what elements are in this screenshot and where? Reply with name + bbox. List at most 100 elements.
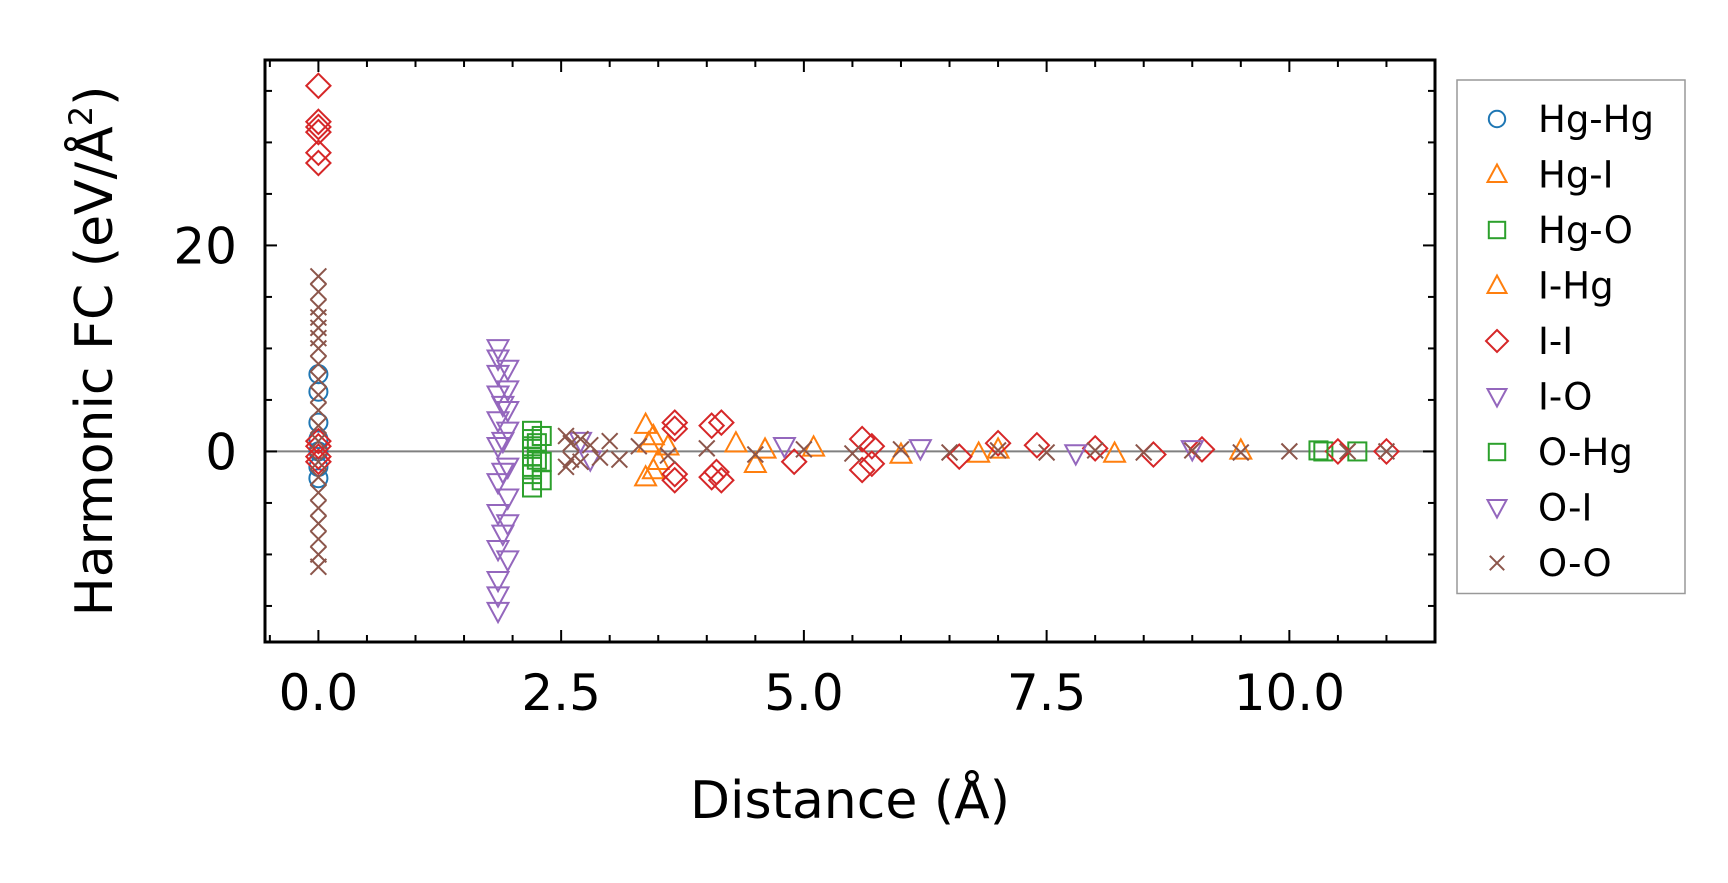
legend-marker-i-i — [1484, 328, 1510, 354]
point-o-o-43 — [1183, 441, 1201, 460]
point-o-o-30 — [610, 451, 629, 469]
legend-label-i-i: I-I — [1538, 320, 1573, 363]
point-o-o-46 — [1338, 442, 1357, 461]
point-i-i-11 — [661, 415, 689, 443]
point-i-i-12 — [661, 460, 689, 488]
point-o-o-9 — [309, 386, 328, 404]
point-i-o-24 — [1063, 444, 1088, 467]
point-i-hg-3 — [966, 440, 991, 463]
point-o-o-29 — [601, 432, 619, 450]
point-o-o-35 — [795, 440, 813, 459]
point-i-o-13 — [495, 380, 520, 403]
point-i-i-31 — [1372, 437, 1400, 465]
point-hg-i-8 — [888, 441, 914, 464]
point-i-i-10 — [661, 409, 689, 437]
legend-box — [1456, 79, 1686, 595]
point-o-i-1 — [490, 462, 516, 486]
series-i-o — [485, 339, 1205, 625]
point-i-i-5 — [304, 149, 332, 177]
point-i-o-2 — [485, 364, 511, 388]
point-o-o-13 — [309, 453, 328, 471]
point-o-o-23 — [562, 434, 580, 452]
point-o-o-36 — [843, 444, 862, 463]
point-hg-o-9 — [531, 470, 552, 491]
point-hg-i-9 — [985, 436, 1011, 459]
x-axis-label: Distance (Å) — [690, 769, 1010, 831]
point-o-o-15 — [309, 484, 328, 502]
point-i-o-23 — [908, 439, 933, 462]
point-i-o-19 — [495, 550, 520, 573]
point-i-i-21 — [858, 450, 886, 478]
point-o-o-8 — [309, 370, 328, 388]
point-o-i-0 — [490, 431, 516, 455]
point-o-hg-2 — [1308, 440, 1329, 461]
legend-marker-o-hg — [1487, 442, 1507, 462]
point-o-o-31 — [630, 437, 648, 455]
point-hg-o-10 — [1313, 441, 1334, 462]
point-o-o-40 — [1037, 443, 1056, 462]
point-o-hg-0 — [526, 433, 547, 454]
y-tick-label: 0 — [205, 423, 237, 481]
series-o-i — [490, 395, 516, 547]
plot-frame — [263, 58, 1437, 644]
legend: Hg-Hg Hg-I Hg-O I-Hg I-I I-O O-Hg O-I O-O — [1456, 79, 1686, 595]
point-i-i-26 — [1023, 431, 1051, 459]
point-o-o-22 — [557, 458, 575, 476]
y-axis-label: Harmonic FC (eV/Å2) — [62, 86, 125, 617]
point-i-i-2 — [304, 113, 332, 141]
point-i-o-5 — [485, 437, 511, 460]
point-o-o-7 — [309, 355, 328, 373]
point-i-i-27 — [1081, 434, 1109, 462]
point-o-o-21 — [557, 427, 575, 445]
point-hg-i-11 — [1228, 437, 1253, 460]
point-i-i-13 — [661, 466, 689, 494]
point-o-o-10 — [309, 401, 328, 419]
point-i-o-22 — [772, 437, 797, 460]
series-o-o — [309, 267, 1396, 576]
point-o-i-3 — [490, 524, 516, 547]
point-i-i-8 — [304, 427, 332, 455]
point-o-o-47 — [1377, 442, 1396, 461]
legend-label-o-hg: O-Hg — [1538, 431, 1633, 474]
legend-marker-o-o — [1489, 555, 1505, 571]
legend-marker-hg-hg — [1487, 109, 1507, 129]
series-hg-o — [521, 420, 1368, 498]
point-i-i-20 — [848, 456, 876, 484]
point-i-o-20 — [568, 431, 593, 455]
point-o-o-33 — [698, 439, 716, 457]
point-i-o-9 — [485, 570, 511, 594]
point-o-i-2 — [490, 395, 516, 419]
point-i-i-15 — [698, 463, 726, 491]
point-o-o-38 — [940, 443, 959, 462]
point-o-o-6 — [309, 339, 328, 358]
plot-area — [265, 72, 1435, 625]
point-i-i-3 — [304, 118, 332, 146]
point-o-o-44 — [1232, 443, 1250, 462]
point-o-o-0 — [309, 267, 328, 285]
point-o-o-14 — [309, 468, 328, 486]
y-axis-label-sup: 2 — [62, 106, 100, 126]
point-o-o-17 — [309, 514, 328, 533]
point-hg-o-7 — [531, 425, 552, 447]
point-hg-i-6 — [743, 450, 768, 474]
point-i-i-14 — [698, 412, 726, 440]
point-i-i-1 — [304, 108, 332, 136]
legend-marker-hg-o — [1487, 220, 1507, 240]
legend-label-o-i: O-I — [1538, 487, 1592, 530]
point-i-i-18 — [702, 458, 731, 486]
point-i-i-16 — [707, 409, 735, 437]
point-i-i-17 — [707, 466, 735, 494]
point-i-i-9 — [304, 448, 332, 476]
point-i-o-17 — [495, 488, 520, 511]
legend-label-i-hg: I-Hg — [1538, 265, 1614, 308]
legend-label-hg-i: Hg-I — [1538, 154, 1614, 197]
x-tick-label: 5.0 — [764, 664, 844, 722]
x-tick-label: 2.5 — [521, 664, 601, 722]
point-i-i-0 — [304, 72, 332, 100]
legend-label-hg-o: Hg-O — [1538, 209, 1633, 252]
point-hg-i-5 — [723, 430, 749, 453]
x-tick-label: 10.0 — [1234, 664, 1345, 722]
point-i-i-7 — [304, 443, 332, 471]
legend-marker-o-i — [1485, 499, 1509, 520]
